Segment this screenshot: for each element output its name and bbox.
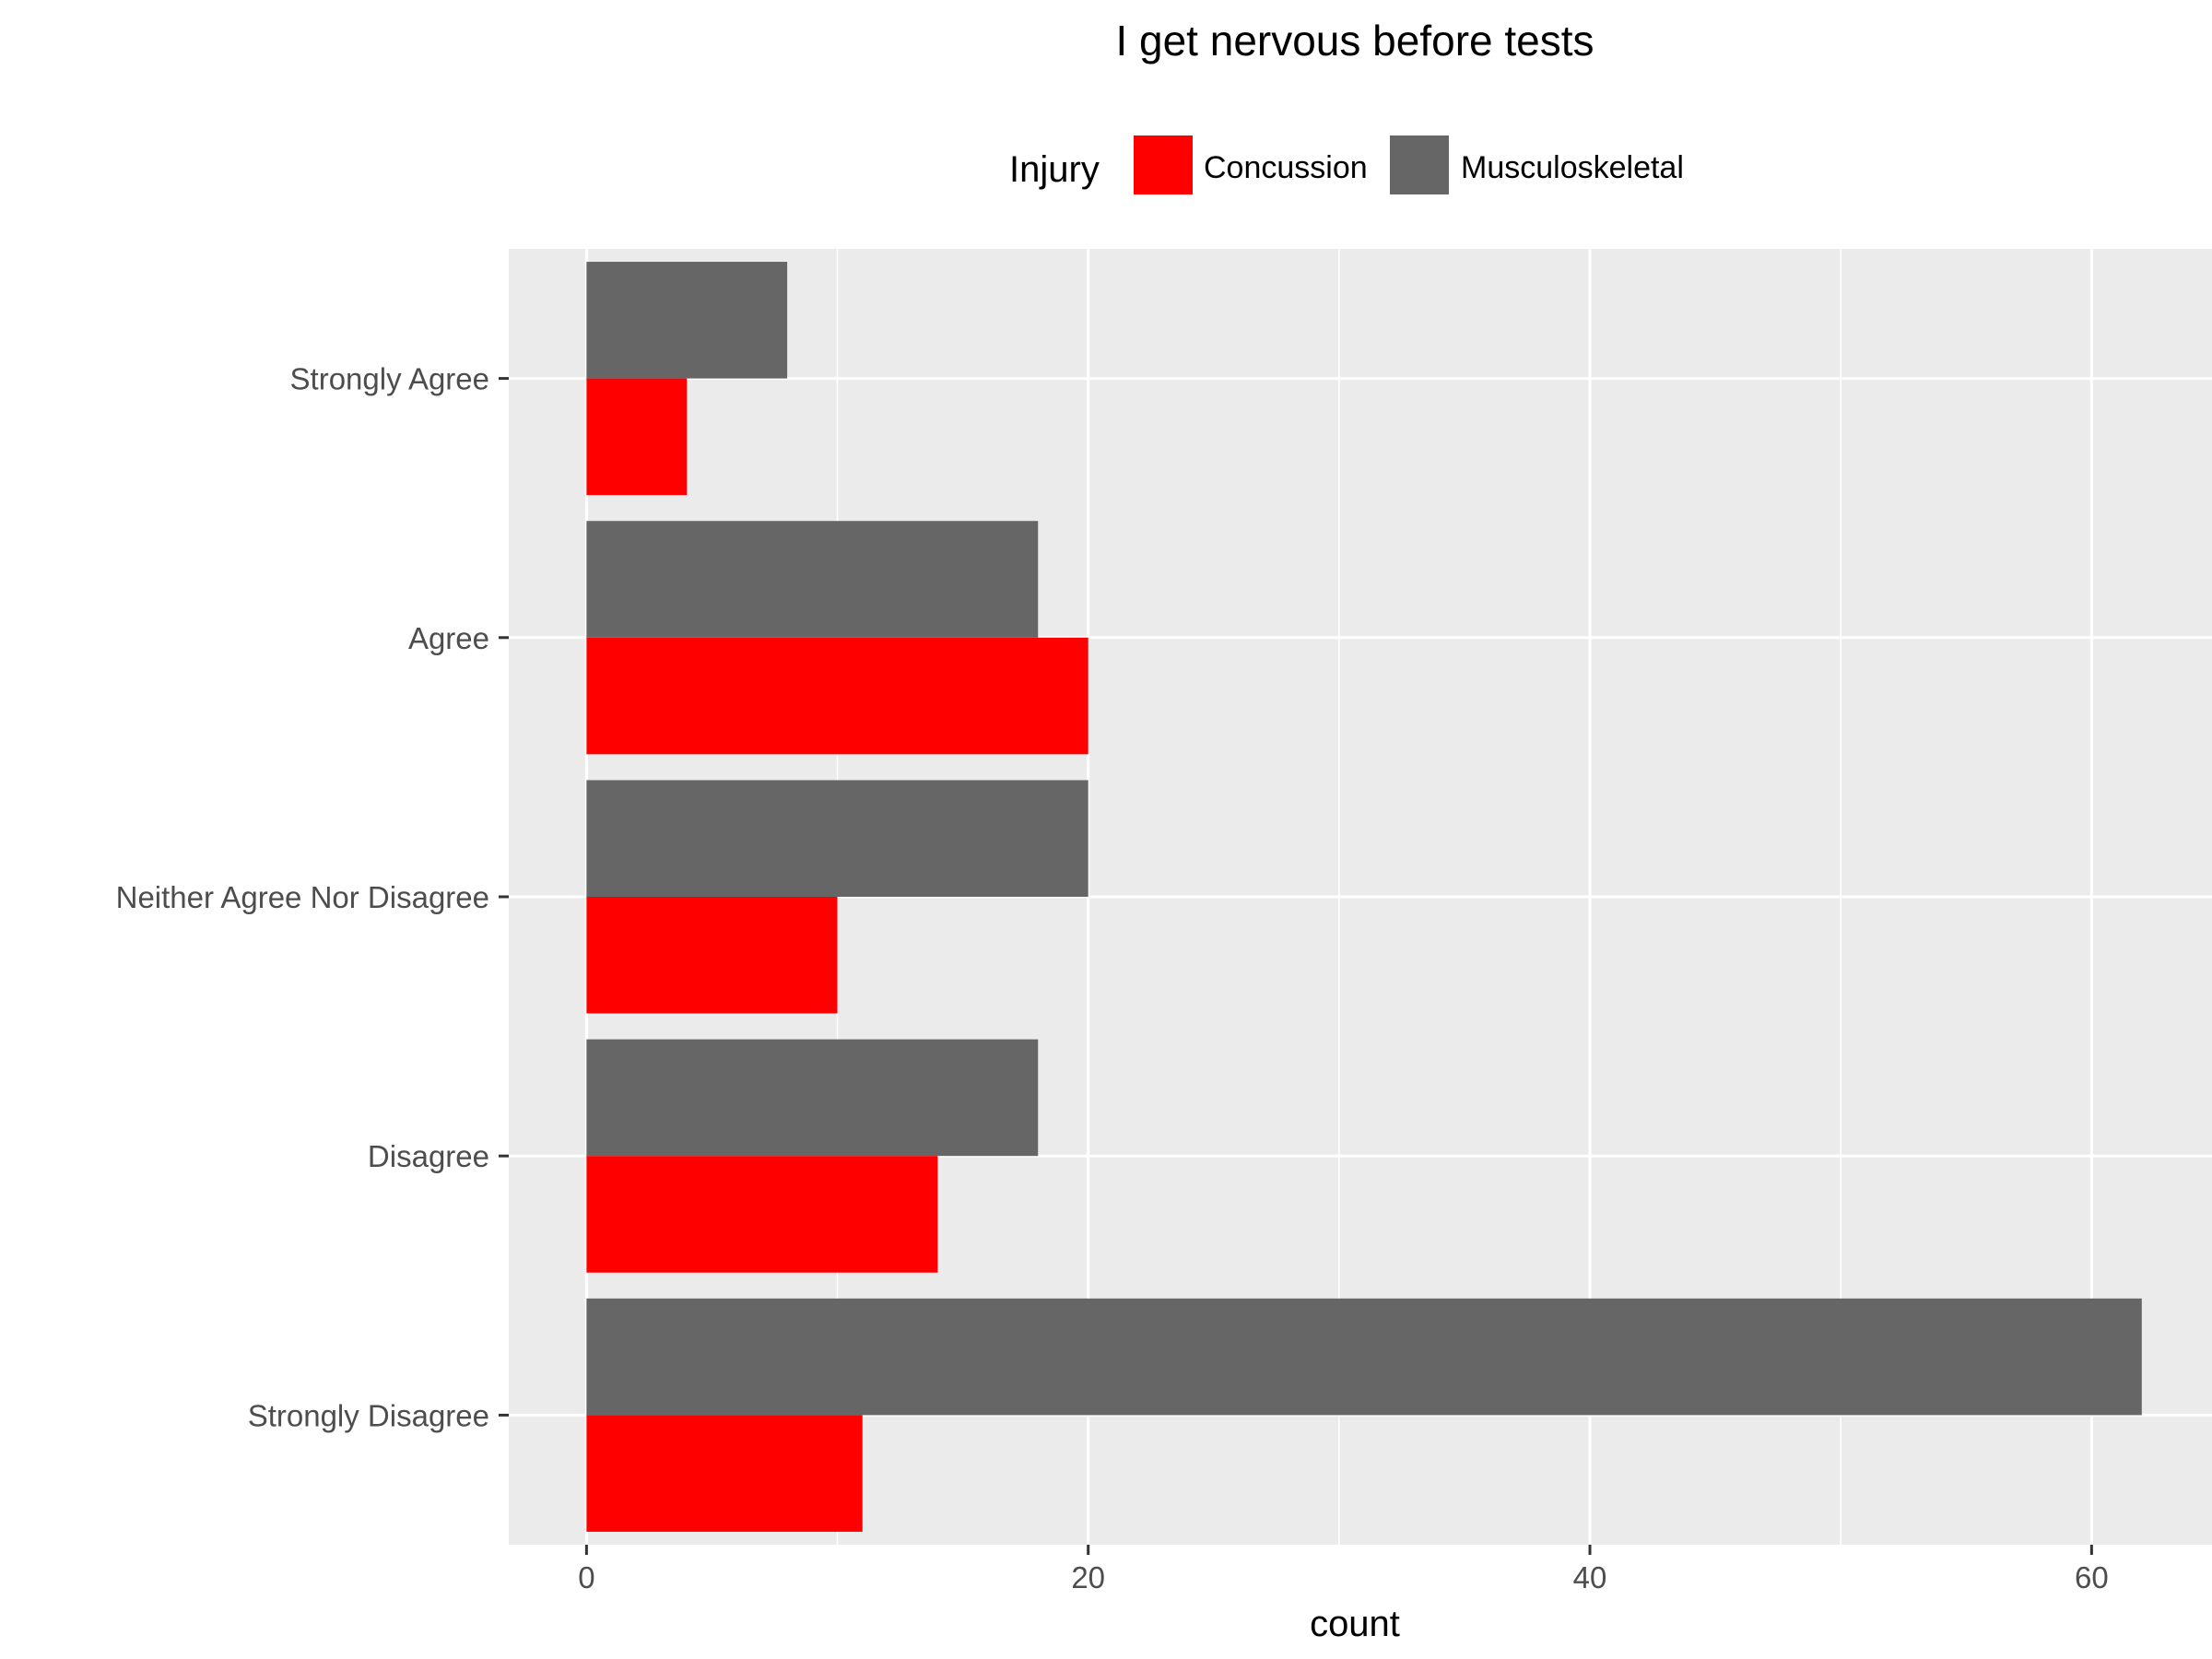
bar-concussion-neither-agree-nor-disagree (586, 897, 838, 1014)
y-tick-label: Agree (408, 621, 489, 655)
bar-concussion-agree (586, 637, 1088, 755)
legend-title: Injury (1009, 149, 1100, 190)
bar-musculoskeletal-strongly-disagree (586, 1298, 2142, 1416)
bar-concussion-disagree (586, 1156, 938, 1273)
y-axis: Strongly Agree Agree Neither Agree Nor Dis… (116, 362, 509, 1432)
x-axis-title: count (1310, 1604, 1400, 1644)
bar-musculoskeletal-agree (586, 521, 1039, 638)
bar-concussion-strongly-disagree (586, 1415, 863, 1532)
x-axis: 0 20 40 60 (578, 1545, 2109, 1594)
y-tick-label: Disagree (368, 1139, 489, 1173)
bar-musculoskeletal-disagree (586, 1039, 1039, 1157)
chart-title: I get nervous before tests (1115, 17, 1594, 65)
legend-label-concussion: Concussion (1204, 150, 1368, 185)
bar-musculoskeletal-neither-agree-nor-disagree (586, 780, 1088, 897)
bars (586, 262, 2142, 1532)
legend-key-musculoskeletal (1390, 135, 1449, 194)
legend-label-musculoskeletal: Musculoskeletal (1461, 150, 1684, 185)
y-tick-label: Strongly Disagree (248, 1398, 489, 1432)
bar-concussion-strongly-agree (586, 378, 688, 496)
legend-key-concussion (1134, 135, 1193, 194)
y-tick-label: Strongly Agree (290, 362, 489, 396)
legend: Injury Concussion Musculoskeletal (1009, 135, 1684, 194)
bar-musculoskeletal-strongly-agree (586, 262, 788, 379)
x-tick-label: 20 (1071, 1560, 1105, 1594)
y-tick-label: Neither Agree Nor Disagree (116, 880, 489, 914)
x-tick-label: 0 (578, 1560, 594, 1594)
x-tick-label: 60 (2075, 1560, 2109, 1594)
x-tick-label: 40 (1573, 1560, 1607, 1594)
